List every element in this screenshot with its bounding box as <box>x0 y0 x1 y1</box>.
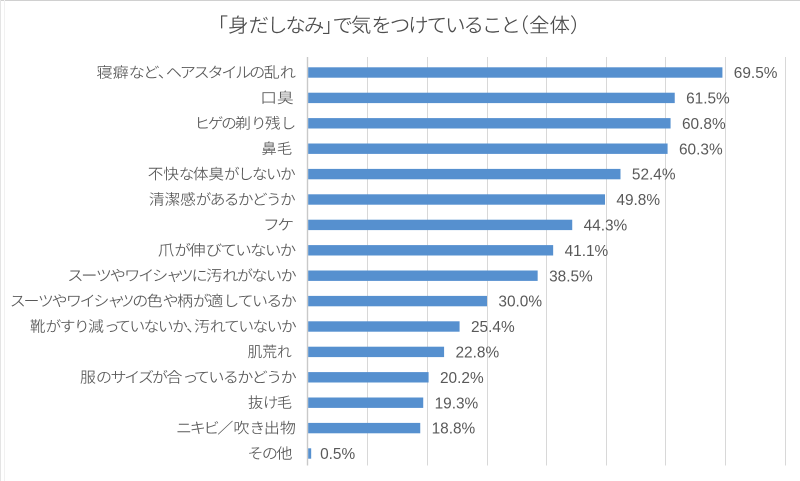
svg-text:49.8%: 49.8% <box>616 192 660 209</box>
svg-text:44.3%: 44.3% <box>584 218 628 235</box>
svg-text:52.4%: 52.4% <box>632 167 676 184</box>
svg-text:61.5%: 61.5% <box>686 91 730 108</box>
svg-text:41.1%: 41.1% <box>565 243 609 260</box>
svg-text:22.8%: 22.8% <box>456 345 500 362</box>
svg-text:25.4%: 25.4% <box>471 319 515 336</box>
svg-text:30.0%: 30.0% <box>498 294 542 311</box>
svg-text:69.5%: 69.5% <box>734 65 778 82</box>
svg-text:20.2%: 20.2% <box>440 370 484 387</box>
svg-text:38.5%: 38.5% <box>549 268 593 285</box>
svg-text:0.5%: 0.5% <box>320 446 355 463</box>
svg-text:19.3%: 19.3% <box>435 395 479 412</box>
svg-text:60.8%: 60.8% <box>682 116 726 133</box>
svg-text:18.8%: 18.8% <box>432 421 476 438</box>
svg-text:60.3%: 60.3% <box>679 141 723 158</box>
